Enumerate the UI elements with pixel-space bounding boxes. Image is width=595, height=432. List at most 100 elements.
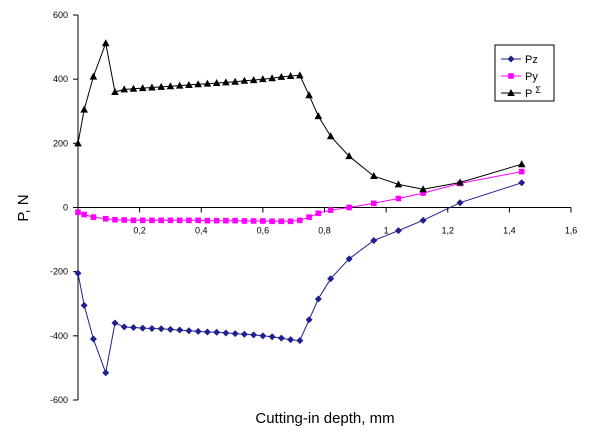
x-tick-label: 0,4 [195,226,208,236]
data-point-psigma [175,81,184,89]
data-point-psigma [157,82,165,90]
data-point-py [287,218,294,225]
data-point-psigma [203,79,212,87]
data-point-psigma [80,105,88,113]
y-tick-label: 400 [53,74,68,84]
data-point-pz [120,323,128,331]
legend-marker [507,55,515,63]
data-point-pz [139,324,147,332]
data-point-py [75,209,81,216]
data-point-py [518,168,525,175]
data-point-py [278,218,285,225]
data-point-psigma [138,84,147,92]
legend-box [494,44,555,102]
data-point-psigma [277,72,286,80]
x-tick-label: 1 [384,226,389,236]
series-psigma [74,39,526,193]
data-point-py [223,217,229,224]
data-point-pz [518,179,526,187]
data-point-psigma [222,78,230,86]
x-tick-label: 0,8 [318,226,331,236]
data-point-pz [419,216,427,224]
data-point-pz [287,336,295,344]
data-point-pz [394,227,402,235]
data-point-py [90,214,97,220]
legend-label: Pz [525,54,538,66]
data-point-pz [213,328,221,336]
data-point-py [130,217,137,224]
data-point-psigma [120,85,129,93]
data-point-py [306,214,312,220]
data-point-py [297,217,303,224]
data-point-pz [277,334,285,342]
data-point-psigma [370,172,378,180]
series-line-psigma [77,41,522,190]
data-point-py [167,217,174,224]
y-tick-label: -600 [50,395,68,405]
data-point-py [260,218,266,224]
data-point-pz [250,331,258,339]
legend-marker [508,73,514,79]
data-point-py [102,215,109,222]
y-tick-labels: 600 400 200 0 -200 -400 -600 [50,10,68,405]
data-point-psigma [194,80,202,88]
x-tick-labels: 0,2 0,4 0,6 0,8 1 1,2 1,4 1,6 [133,226,577,236]
data-point-py [250,218,257,224]
data-point-psigma [185,80,193,88]
data-point-pz [231,330,239,338]
data-point-pz [80,301,88,309]
data-point-psigma [111,88,119,95]
x-tick-label: 1,6 [565,226,578,236]
y-tick-label: 0 [63,203,68,213]
data-point-pz [148,324,156,332]
data-point-pz [185,327,193,335]
data-point-psigma [345,152,353,160]
x-tick-label: 1,2 [441,226,454,236]
data-point-py [112,216,118,223]
data-point-py [232,217,238,224]
data-point-py [420,190,426,196]
data-point-psigma [305,91,313,99]
legend-label: Py [525,71,538,83]
x-tick-label: 0,6 [257,226,270,236]
data-point-psigma [74,139,82,147]
legend-marker [507,89,515,96]
data-point-psigma [231,77,239,85]
data-point-pz [74,269,82,277]
data-point-py [327,207,334,213]
y-tick-label: 600 [53,10,68,20]
y-axis-title: P, N [15,194,32,221]
data-point-pz [259,332,267,340]
data-point-pz [89,335,97,343]
data-point-pz [203,328,211,336]
data-point-py [395,195,402,202]
data-point-py [315,210,322,217]
x-axis-title: Cutting-in depth, mm [255,410,394,427]
data-point-psigma [286,71,295,79]
x-tick-label: 1,4 [503,226,516,236]
data-point-psigma [517,160,526,168]
data-point-py [195,217,201,224]
data-point-psigma [212,79,221,87]
data-point-pz [240,330,248,338]
data-point-psigma [148,83,156,91]
data-point-psigma [89,72,98,80]
data-point-pz [129,323,137,331]
y-tick-label: 200 [53,138,68,148]
data-point-psigma [326,132,335,140]
data-point-psigma [240,76,249,84]
data-point-pz [157,325,165,333]
data-point-pz [296,337,304,345]
data-point-psigma [166,82,175,90]
data-point-psigma [249,76,258,84]
data-point-pz [314,295,322,303]
data-point-py [81,211,87,218]
data-point-pz [111,319,119,327]
data-point-py [204,217,211,224]
data-point-py [121,217,128,223]
series-py [75,168,525,225]
series-pz [74,179,526,377]
data-point-psigma [268,74,276,82]
data-point-py [176,217,183,224]
